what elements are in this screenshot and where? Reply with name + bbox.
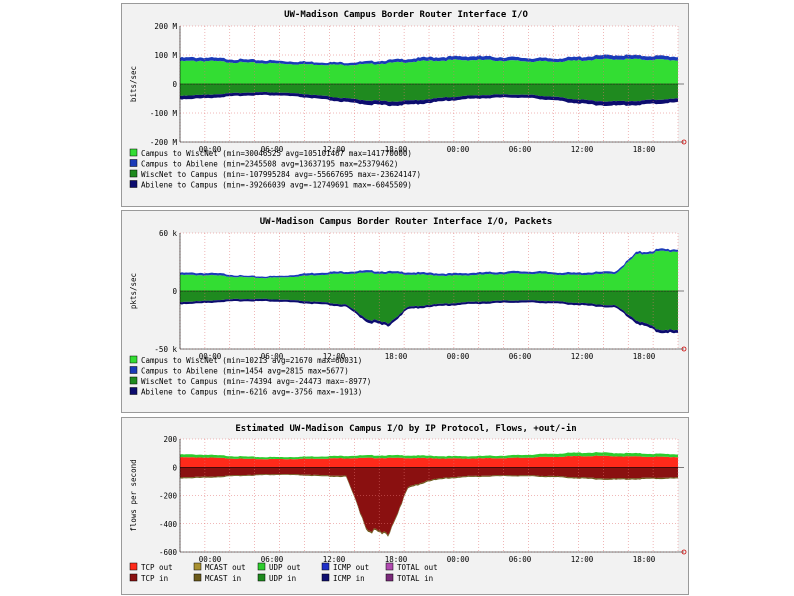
- x-tick-label: 18:00: [385, 145, 408, 154]
- series-area-campus-to-wiscnet: [180, 250, 678, 291]
- legend-swatch: [193, 573, 202, 582]
- legend-swatch: [385, 562, 394, 571]
- x-tick-label: 18:00: [385, 555, 408, 564]
- x-tick-label: 12:00: [571, 555, 594, 564]
- x-tick-label: 18:00: [633, 352, 656, 361]
- y-tick-label: 0: [172, 287, 177, 296]
- x-tick-label: 06:00: [261, 145, 284, 154]
- legend-swatch: [129, 573, 138, 582]
- y-axis-label: flows per second: [129, 459, 138, 531]
- legend-entry: UDP in: [269, 574, 296, 583]
- legend-entry: Abilene to Campus (min=-39266039 avg=-12…: [141, 181, 412, 190]
- series-area-wiscnet-to-campus: [180, 291, 678, 331]
- legend-entry: Abilene to Campus (min=-6216 avg=-3756 m…: [141, 388, 362, 397]
- legend-swatch: [321, 573, 330, 582]
- bits-chart-panel: UW-Madison Campus Border Router Interfac…: [121, 3, 689, 207]
- y-tick-label: 200 M: [154, 22, 177, 31]
- y-tick-label: 0: [172, 463, 177, 472]
- x-tick-label: 00:00: [447, 555, 470, 564]
- legend-swatch: [129, 148, 138, 157]
- legend-entry: WiscNet to Campus (min=-107995284 avg=-5…: [141, 170, 421, 179]
- legend-swatch: [257, 573, 266, 582]
- x-tick-label: 00:00: [199, 555, 222, 564]
- legend-swatch: [385, 573, 394, 582]
- legend-entry: Campus to WiscNet (min=10213 avg=21670 m…: [141, 356, 362, 365]
- y-tick-label: -200: [159, 492, 178, 501]
- x-tick-label: 12:00: [323, 555, 346, 564]
- legend-swatch: [129, 562, 138, 571]
- y-tick-label: 200: [163, 435, 177, 444]
- y-tick-label: 60 k: [159, 229, 178, 238]
- y-axis-label: pkts/sec: [129, 273, 138, 309]
- flows-chart: Estimated UW-Madison Campus I/O by IP Pr…: [129, 423, 687, 583]
- legend-entry: TOTAL out: [397, 563, 438, 572]
- x-tick-label: 00:00: [199, 145, 222, 154]
- legend-swatch: [193, 562, 202, 571]
- packets-chart-panel: UW-Madison Campus Border Router Interfac…: [121, 210, 689, 413]
- legend-entry: ICMP in: [333, 574, 365, 583]
- axis-end-marker: [681, 549, 687, 555]
- x-tick-label: 18:00: [633, 145, 656, 154]
- legend-entry: TCP in: [141, 574, 168, 583]
- x-tick-label: 18:00: [633, 555, 656, 564]
- legend-entry: ICMP out: [333, 563, 369, 572]
- axis-end-marker: [681, 346, 687, 352]
- series-area-tcp-out: [180, 455, 678, 468]
- x-tick-label: 12:00: [323, 145, 346, 154]
- legend-entry: TCP out: [141, 563, 173, 572]
- y-tick-label: 0: [172, 80, 177, 89]
- legend-entry: MCAST in: [205, 574, 241, 583]
- x-tick-label: 00:00: [199, 352, 222, 361]
- legend-entry: WiscNet to Campus (min=-74394 avg=-24473…: [141, 377, 371, 386]
- legend-entry: Campus to Abilene (min=2345508 avg=13637…: [141, 160, 398, 169]
- x-tick-label: 06:00: [509, 352, 532, 361]
- x-tick-label: 00:00: [447, 145, 470, 154]
- packets-chart: UW-Madison Campus Border Router Interfac…: [129, 216, 687, 397]
- x-tick-label: 18:00: [385, 352, 408, 361]
- x-tick-label: 00:00: [447, 352, 470, 361]
- legend-swatch: [129, 387, 138, 395]
- chart-title: UW-Madison Campus Border Router Interfac…: [284, 9, 528, 20]
- legend-swatch: [129, 159, 138, 167]
- x-tick-label: 06:00: [261, 352, 284, 361]
- legend-entry: TOTAL in: [397, 574, 433, 583]
- legend-entry: Campus to Abilene (min=1454 avg=2815 max…: [141, 367, 349, 376]
- y-tick-label: 100 M: [154, 51, 177, 60]
- series-area-tcp-in: [180, 467, 678, 536]
- legend-swatch: [257, 562, 266, 571]
- flows-chart-panel: Estimated UW-Madison Campus I/O by IP Pr…: [121, 417, 689, 595]
- legend-entry: MCAST out: [205, 563, 246, 572]
- y-tick-label: -100 M: [150, 109, 178, 118]
- chart-title: UW-Madison Campus Border Router Interfac…: [260, 216, 553, 227]
- legend-entry: Campus to WiscNet (min=30046525 avg=1051…: [141, 149, 412, 158]
- x-tick-label: 12:00: [571, 352, 594, 361]
- x-tick-label: 12:00: [571, 145, 594, 154]
- y-tick-label: -400: [159, 520, 178, 529]
- y-tick-label: -50 k: [154, 345, 177, 354]
- legend-swatch: [321, 562, 330, 571]
- y-tick-label: -200 M: [150, 138, 178, 147]
- x-tick-label: 06:00: [509, 145, 532, 154]
- legend-swatch: [129, 169, 138, 178]
- x-tick-label: 06:00: [509, 555, 532, 564]
- legend-swatch: [129, 180, 138, 188]
- axis-end-marker: [681, 139, 687, 145]
- legend-swatch: [129, 376, 138, 385]
- legend-entry: UDP out: [269, 563, 301, 572]
- bits-chart: UW-Madison Campus Border Router Interfac…: [129, 9, 687, 190]
- legend-swatch: [129, 366, 138, 374]
- chart-title: Estimated UW-Madison Campus I/O by IP Pr…: [235, 423, 576, 434]
- y-axis-label: bits/sec: [129, 66, 138, 102]
- y-tick-label: -600: [159, 548, 178, 557]
- x-tick-label: 12:00: [323, 352, 346, 361]
- legend-swatch: [129, 355, 138, 364]
- x-tick-label: 06:00: [261, 555, 284, 564]
